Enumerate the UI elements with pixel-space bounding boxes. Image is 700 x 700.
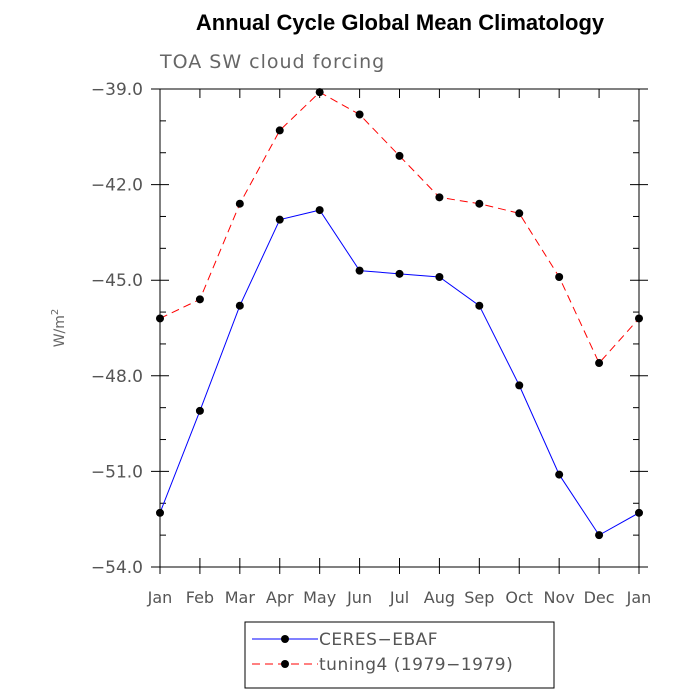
data-point-series-1 bbox=[475, 301, 484, 310]
legend-box bbox=[244, 621, 555, 689]
data-point-series-2 bbox=[235, 199, 244, 208]
data-point-series-2 bbox=[315, 88, 324, 97]
data-point-series-1 bbox=[635, 508, 643, 517]
x-tick-label: Aug bbox=[424, 588, 455, 607]
data-point-series-1 bbox=[555, 470, 564, 479]
y-axis-label-superscript: 2 bbox=[50, 309, 61, 315]
y-tick-label: −51.0 bbox=[91, 462, 143, 482]
y-tick-label: −39.0 bbox=[91, 80, 143, 100]
data-point-series-2 bbox=[395, 151, 404, 160]
y-tick-label: −48.0 bbox=[91, 367, 143, 387]
data-point-series-2 bbox=[595, 359, 604, 368]
data-point-series-1 bbox=[275, 215, 284, 224]
axis-ticks bbox=[151, 88, 648, 574]
legend-label-1: CERES−EBAF bbox=[319, 630, 438, 650]
x-tick-label: Apr bbox=[266, 588, 294, 607]
data-point-series-1 bbox=[355, 266, 364, 275]
x-tick-label: Oct bbox=[505, 588, 533, 607]
data-point-series-2 bbox=[195, 295, 204, 304]
x-tick-label: Mar bbox=[225, 588, 256, 607]
legend-label-2: tuning4 (1979−1979) bbox=[319, 655, 513, 675]
data-point-series-1 bbox=[515, 381, 524, 390]
data-point-series-2 bbox=[275, 126, 284, 135]
x-tick-label: May bbox=[303, 588, 336, 607]
data-point-series-1 bbox=[156, 508, 164, 517]
series-line-2 bbox=[159, 91, 640, 364]
x-tick-label: Jan bbox=[147, 588, 173, 607]
x-tick-labels: Jan Feb Mar Apr May Jun Jul Aug Sep Oct Nov Dec Jan bbox=[147, 588, 652, 607]
data-point-series-2 bbox=[435, 193, 444, 202]
data-point-series-1 bbox=[235, 301, 244, 310]
chart-subtitle: TOA SW cloud forcing bbox=[159, 51, 385, 73]
data-point-series-2 bbox=[475, 199, 484, 208]
y-axis-label: W/m2 bbox=[50, 309, 68, 348]
x-tick-label: Sep bbox=[464, 588, 494, 607]
data-point-series-1 bbox=[395, 269, 404, 278]
x-tick-label: Dec bbox=[584, 588, 615, 607]
data-point-series-1 bbox=[315, 206, 324, 215]
x-tick-label: Jul bbox=[389, 588, 409, 607]
legend-marker-1 bbox=[281, 635, 289, 643]
series-line-1 bbox=[159, 209, 640, 536]
y-tick-label: −42.0 bbox=[91, 176, 143, 196]
legend-marker-2 bbox=[281, 660, 289, 668]
x-tick-label: Nov bbox=[544, 588, 575, 607]
data-point-series-2 bbox=[156, 314, 164, 323]
data-point-series-2 bbox=[515, 209, 524, 218]
x-tick-label: Feb bbox=[186, 588, 214, 607]
y-tick-label: −45.0 bbox=[91, 271, 143, 291]
data-point-series-2 bbox=[635, 314, 643, 323]
data-point-series-2 bbox=[355, 110, 364, 119]
legend: CERES−EBAF tuning4 (1979−1979) bbox=[244, 621, 555, 689]
chart-title: Annual Cycle Global Mean Climatology bbox=[196, 10, 605, 35]
legend-items: CERES−EBAF tuning4 (1979−1979) bbox=[252, 630, 513, 675]
data-point-series-2 bbox=[555, 273, 564, 282]
data-point-series-1 bbox=[435, 273, 444, 282]
data-point-series-1 bbox=[595, 531, 604, 540]
x-tick-label: Jan bbox=[626, 588, 652, 607]
data-point-series-1 bbox=[195, 406, 204, 415]
x-tick-label: Jun bbox=[346, 588, 372, 607]
y-tick-label: −54.0 bbox=[91, 558, 143, 578]
series-layer bbox=[156, 88, 643, 540]
y-tick-labels: −54.0 −51.0 −48.0 −45.0 −42.0 −39.0 bbox=[91, 80, 143, 578]
y-axis-label-text: W/m bbox=[52, 315, 68, 347]
